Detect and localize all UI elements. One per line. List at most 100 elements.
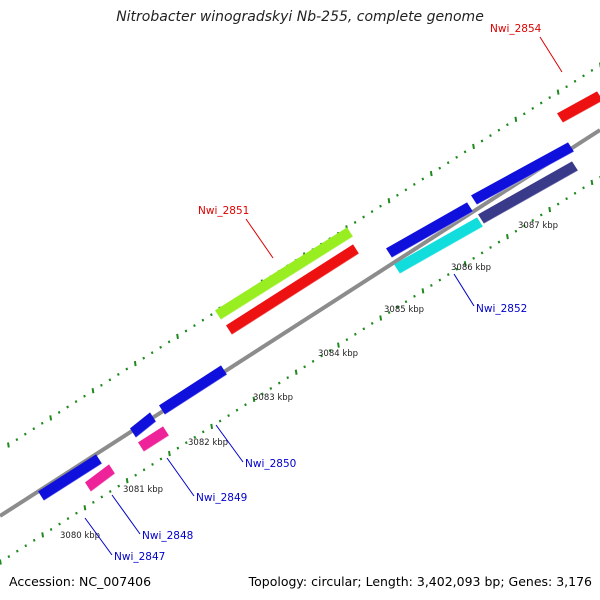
gene-label-nwi-2854[interactable]: Nwi_2854 xyxy=(490,23,542,35)
tick-mark-outer xyxy=(210,313,213,317)
tick-mark-outer xyxy=(531,106,535,110)
gene-label-nwi-2850[interactable]: Nwi_2850 xyxy=(245,458,296,470)
tick-mark-inner xyxy=(193,435,197,439)
tick-mark-outer xyxy=(150,351,154,355)
gene-label-nwi-2848[interactable]: Nwi_2848 xyxy=(142,530,193,542)
tick-mark-inner xyxy=(345,338,349,342)
scale-label: 3086 kbp xyxy=(451,263,491,273)
tick-mark-outer xyxy=(353,220,357,224)
gene-label-nwi-2849[interactable]: Nwi_2849 xyxy=(196,492,247,504)
tick-mark-inner xyxy=(151,462,154,466)
leader-line-nwi-2850 xyxy=(215,424,244,463)
gene-block-nwi-2849-edge xyxy=(143,435,170,453)
tick-mark-inner xyxy=(573,191,577,195)
tick-mark-outer xyxy=(463,150,467,154)
tick-mark-inner xyxy=(92,500,95,504)
tick-mark-inner xyxy=(362,327,366,331)
tick-mark-outer xyxy=(489,134,492,138)
tick-mark-outer xyxy=(83,394,86,398)
leader-line-nwi-2852 xyxy=(453,273,475,307)
tick-mark-outer xyxy=(548,96,551,100)
gene-block-blue-a-edge xyxy=(391,211,474,259)
tick-mark-inner xyxy=(201,430,205,434)
gene-block-nwi-2849 xyxy=(138,426,169,452)
tick-mark-outer xyxy=(23,432,27,436)
tick-mark-inner xyxy=(463,261,467,267)
tick-mark-inner xyxy=(66,517,70,521)
gene-block-nwi-2852-edge xyxy=(399,226,484,275)
tick-marks xyxy=(0,62,600,565)
gene-block-blue-b xyxy=(471,142,574,205)
scale-label: 3081 kbp xyxy=(123,485,163,495)
tick-mark-outer xyxy=(565,85,568,89)
tick-mark-outer xyxy=(66,405,69,409)
gene-block-nwi-2851-edge xyxy=(220,236,354,321)
tick-mark-outer xyxy=(404,188,408,192)
gene-block-nwi-2852 xyxy=(394,217,483,274)
tick-mark-inner xyxy=(142,468,146,472)
gene-label-nwi-2847[interactable]: Nwi_2847 xyxy=(114,551,165,563)
tick-mark-inner xyxy=(320,354,323,358)
leader-line-nwi-2854 xyxy=(539,36,563,73)
tick-mark-outer xyxy=(480,139,484,143)
gene-block-nwi-2854-edge xyxy=(562,101,600,124)
tick-mark-inner xyxy=(328,349,332,352)
tick-mark-inner xyxy=(269,387,273,390)
tick-mark-outer xyxy=(159,345,162,349)
gene-block-blue-b-edge xyxy=(476,151,575,206)
tick-mark-inner xyxy=(438,278,442,282)
scale-label: 3085 kbp xyxy=(384,305,424,315)
tick-mark-inner xyxy=(261,392,264,396)
tick-mark-inner xyxy=(396,305,399,309)
tick-mark-inner xyxy=(100,495,104,499)
tick-mark-inner xyxy=(455,267,459,271)
tick-mark-outer xyxy=(74,400,78,404)
genome-backbone xyxy=(0,128,600,518)
tick-mark-outer xyxy=(506,123,509,127)
gene-block-nwi-2850-edge xyxy=(164,374,228,416)
tick-mark-inner xyxy=(531,218,535,222)
tick-mark-inner xyxy=(210,423,214,430)
tick-mark-inner xyxy=(582,186,585,190)
tick-mark-outer xyxy=(590,68,594,72)
tick-mark-outer xyxy=(184,329,188,333)
tick-mark-outer xyxy=(472,143,475,150)
tick-mark-outer xyxy=(40,421,44,425)
tick-mark-inner xyxy=(286,376,290,380)
tick-mark-outer xyxy=(421,177,425,181)
tick-mark-inner xyxy=(311,359,315,363)
gene-block-blue-a xyxy=(386,202,473,258)
tick-mark-outer xyxy=(522,112,526,116)
tick-mark-outer xyxy=(176,333,179,340)
tick-mark-inner xyxy=(159,457,163,461)
gene-block-red xyxy=(226,244,359,335)
gene-block-blue-c xyxy=(130,412,156,438)
tick-mark-inner xyxy=(413,294,416,298)
tick-mark-outer xyxy=(446,161,450,165)
tick-mark-outer xyxy=(49,415,53,421)
tick-mark-outer xyxy=(556,89,560,95)
gene-label-nwi-2851[interactable]: Nwi_2851 xyxy=(198,205,249,217)
gene-label-nwi-2852[interactable]: Nwi_2852 xyxy=(476,303,527,315)
tick-mark-inner xyxy=(353,332,357,336)
tick-mark-inner xyxy=(548,206,552,213)
scale-label: 3080 kbp xyxy=(60,531,100,541)
map-title: Nitrobacter winogradskyi Nb-255, complet… xyxy=(116,9,484,25)
leader-line-nwi-2849 xyxy=(166,457,195,497)
gene-block-nwi-2848 xyxy=(85,464,115,492)
tick-mark-outer xyxy=(167,340,171,344)
tick-mark-outer xyxy=(7,442,10,448)
tick-mark-outer xyxy=(455,155,458,159)
tick-mark-inner xyxy=(41,532,45,538)
tick-mark-outer xyxy=(32,427,36,431)
tick-mark-outer xyxy=(100,383,103,387)
scale-label: 3084 kbp xyxy=(318,349,358,359)
tick-mark-inner xyxy=(523,224,526,228)
tick-mark-outer xyxy=(201,318,205,322)
tick-mark-outer xyxy=(429,170,433,177)
tick-mark-inner xyxy=(176,446,180,450)
tick-mark-outer xyxy=(15,438,19,442)
scale-label: 3082 kbp xyxy=(188,438,228,448)
tick-mark-outer xyxy=(117,372,120,376)
tick-mark-inner xyxy=(83,505,87,511)
